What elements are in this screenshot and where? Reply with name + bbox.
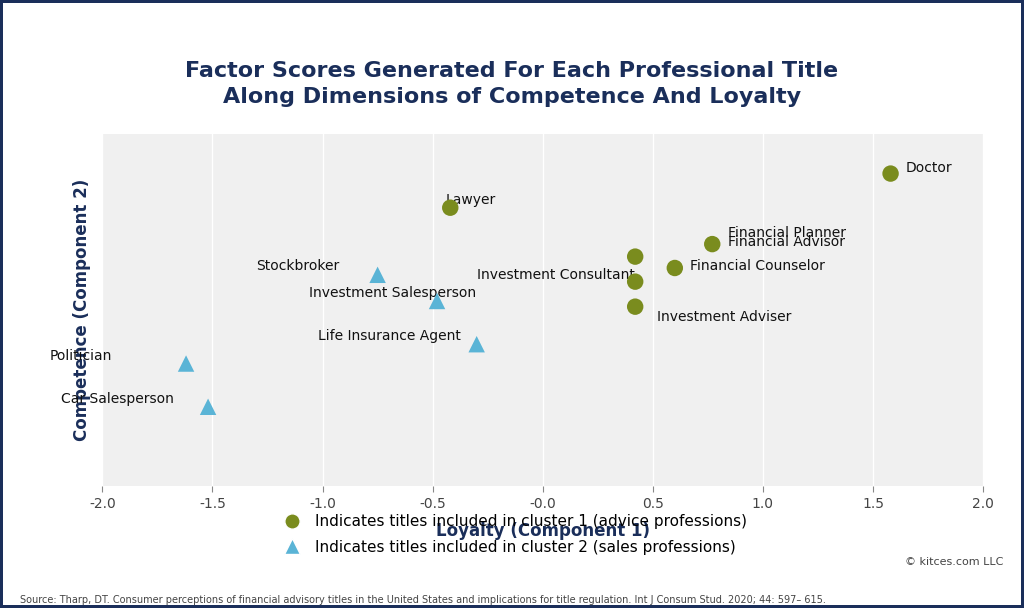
- Point: [705, 239, 721, 249]
- Point: [883, 168, 899, 178]
- Text: Source: Tharp, DT. Consumer perceptions of financial advisory titles in the Unit: Source: Tharp, DT. Consumer perceptions …: [20, 595, 826, 605]
- Text: Doctor: Doctor: [906, 161, 952, 175]
- Point: [627, 252, 643, 261]
- X-axis label: Loyalty (Component 1): Loyalty (Component 1): [436, 522, 649, 540]
- Text: Financial Counselor: Financial Counselor: [690, 259, 825, 273]
- Point: [627, 302, 643, 311]
- Text: Financial Planner: Financial Planner: [728, 226, 846, 240]
- Point: [370, 270, 386, 280]
- Point: [429, 296, 445, 306]
- Point: [627, 277, 643, 286]
- Text: Financial Advisor: Financial Advisor: [728, 235, 845, 249]
- Text: Investment Adviser: Investment Adviser: [657, 310, 792, 324]
- Point: [178, 359, 195, 368]
- Text: Factor Scores Generated For Each Professional Title
Along Dimensions of Competen: Factor Scores Generated For Each Profess…: [185, 61, 839, 107]
- Text: Lawyer: Lawyer: [445, 193, 496, 207]
- Text: Investment Salesperson: Investment Salesperson: [309, 286, 476, 300]
- Text: © kitces.com LLC: © kitces.com LLC: [905, 557, 1004, 567]
- Text: Politician: Politician: [49, 348, 112, 362]
- Legend: Indicates titles included in cluster 1 (advice professions), Indicates titles in: Indicates titles included in cluster 1 (…: [270, 508, 754, 561]
- Y-axis label: Competence (Component 2): Competence (Component 2): [74, 179, 91, 441]
- Text: Investment Consultant: Investment Consultant: [477, 268, 635, 282]
- Point: [667, 263, 683, 273]
- Text: Car Salesperson: Car Salesperson: [60, 392, 173, 406]
- Point: [469, 339, 485, 349]
- Text: Life Insurance Agent: Life Insurance Agent: [318, 330, 461, 344]
- Point: [200, 402, 216, 412]
- Point: [442, 203, 459, 213]
- Text: Stockbroker: Stockbroker: [256, 259, 340, 273]
